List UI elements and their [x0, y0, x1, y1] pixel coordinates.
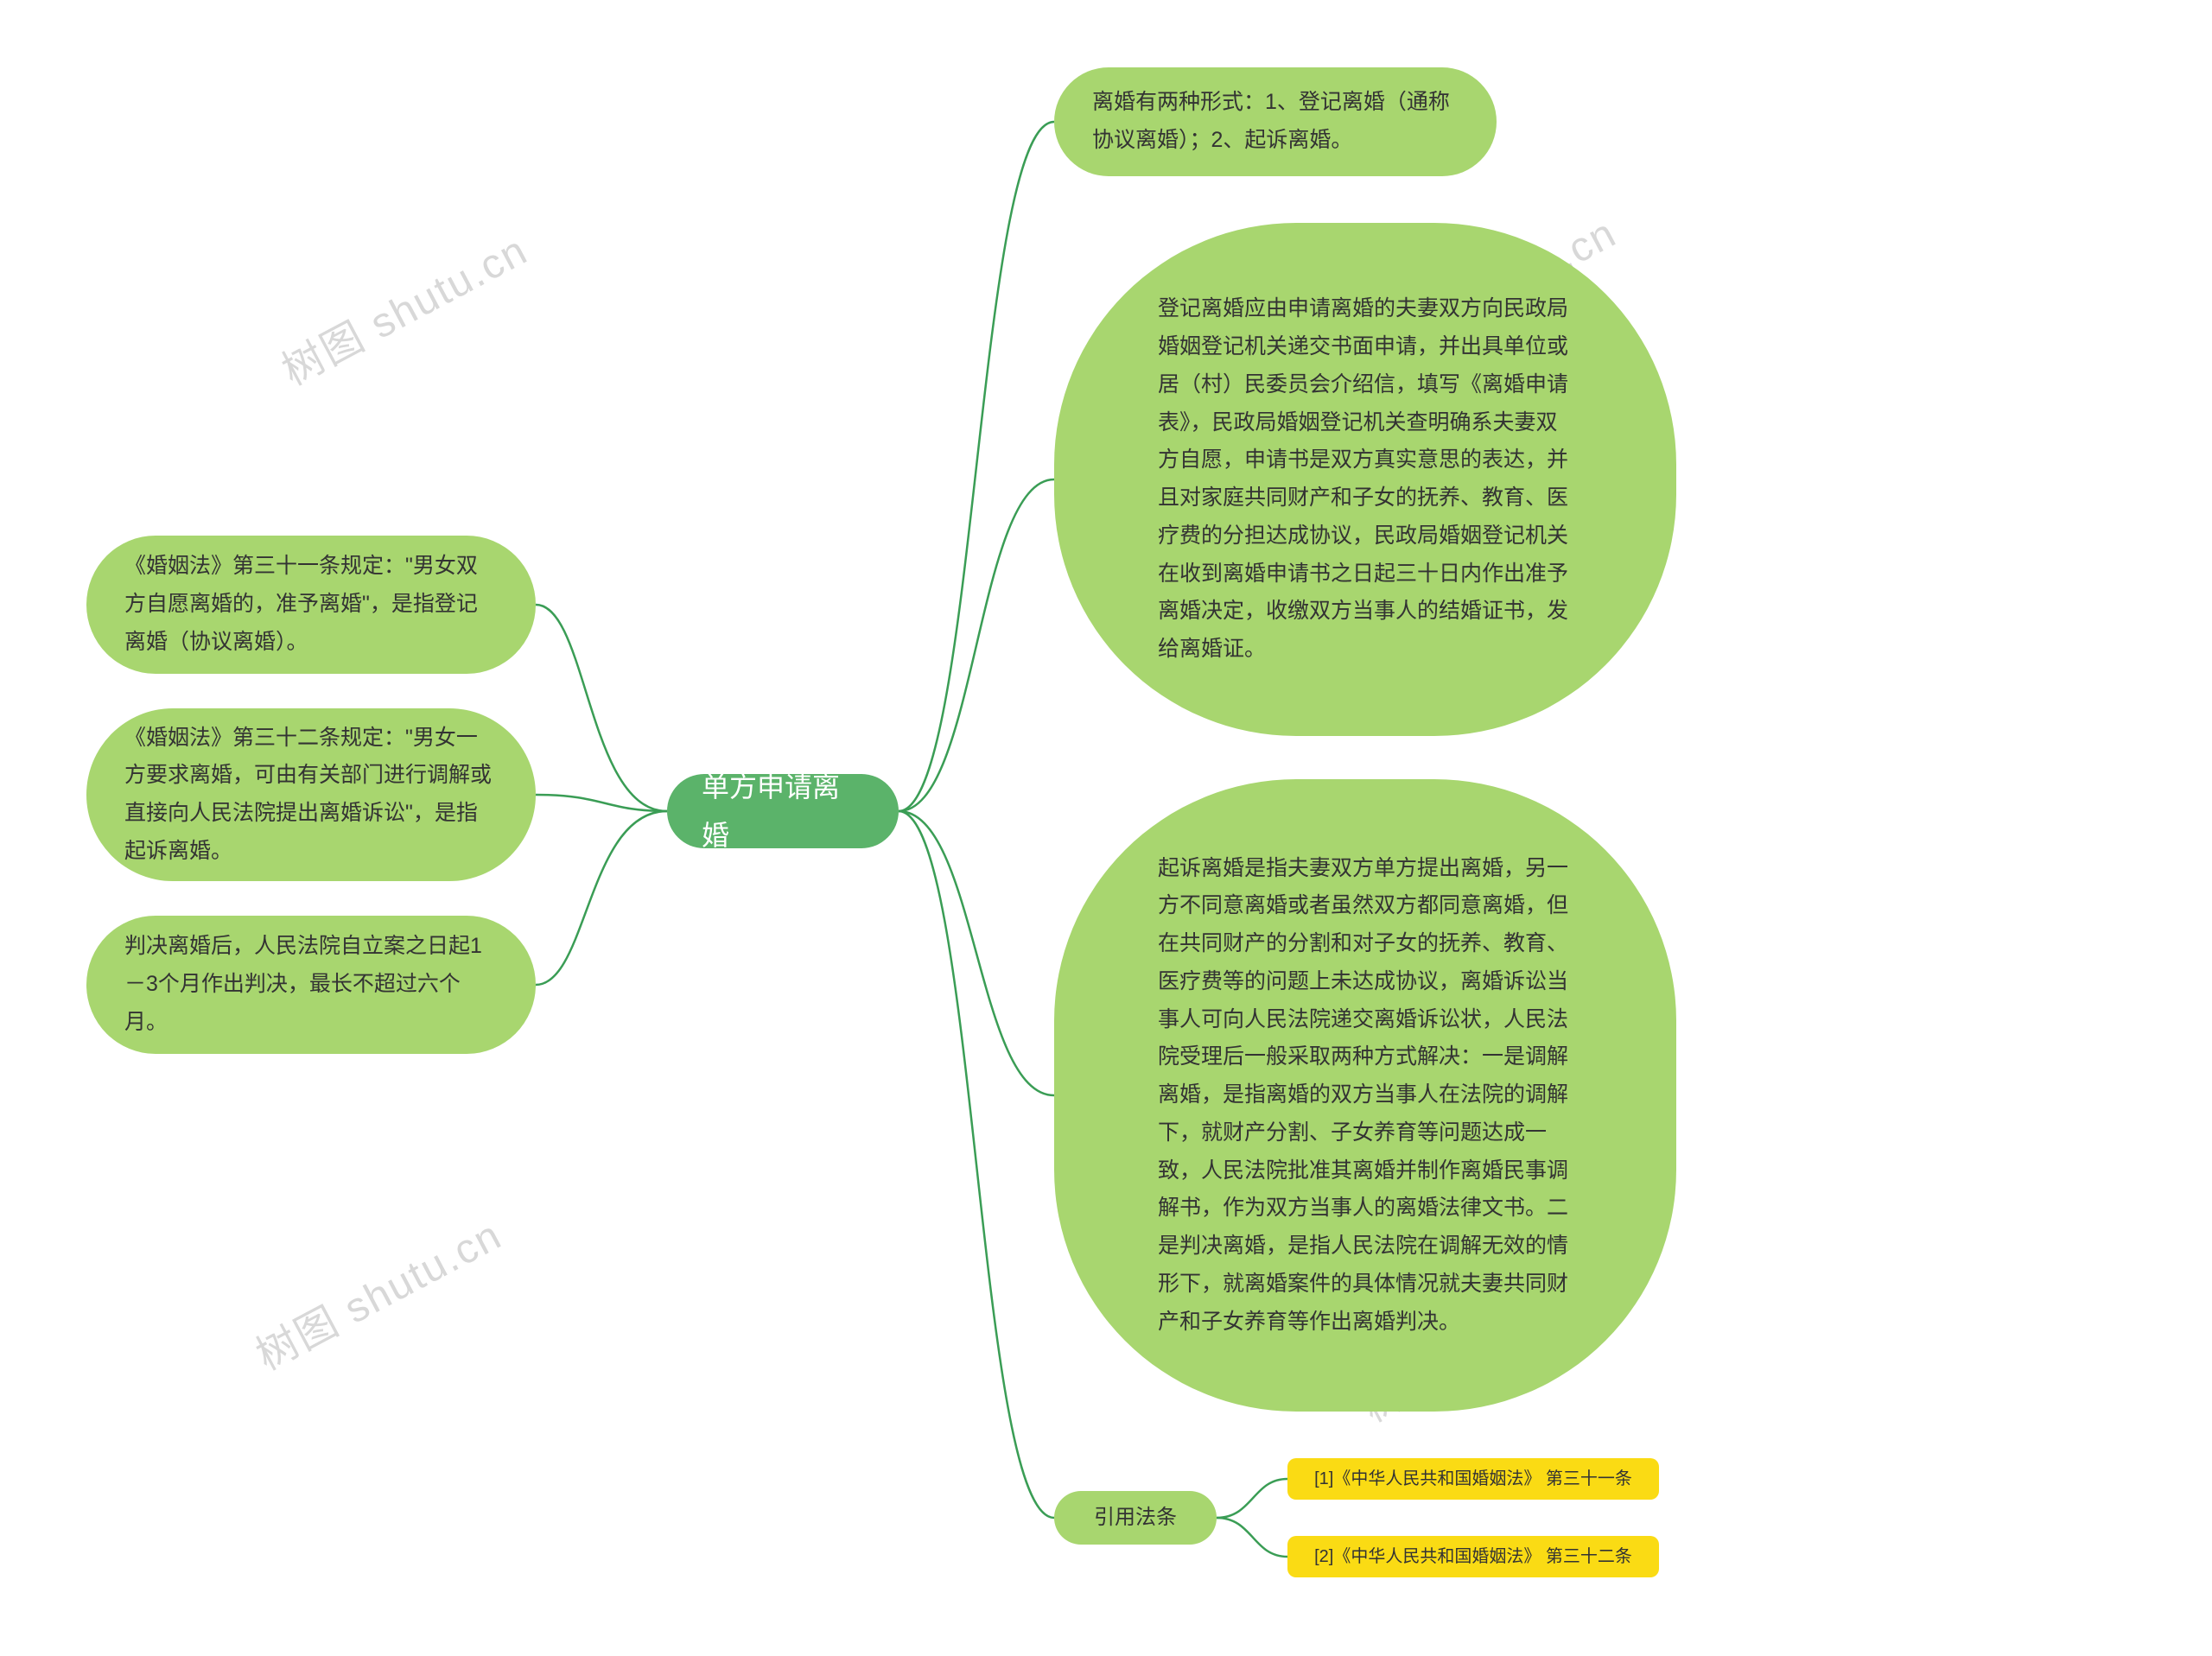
node-text: [2]《中华人民共和国婚姻法》 第三十二条: [1314, 1542, 1632, 1572]
edge: [536, 605, 667, 811]
edge: [899, 811, 1054, 1518]
edge: [899, 811, 1054, 1095]
edge: [1217, 1479, 1287, 1518]
citation-leaf-1[interactable]: [1]《中华人民共和国婚姻法》 第三十一条: [1287, 1458, 1659, 1500]
right-node-1[interactable]: 离婚有两种形式：1、登记离婚（通称协议离婚）；2、起诉离婚。: [1054, 67, 1497, 176]
watermark: 树图 shutu.cn: [244, 1202, 511, 1382]
center-label: 单方申请离婚: [702, 763, 864, 860]
left-node-1[interactable]: 《婚姻法》第三十一条规定："男女双方自愿离婚的，准予离婚"，是指登记离婚（协议离…: [86, 536, 536, 674]
citation-leaf-2[interactable]: [2]《中华人民共和国婚姻法》 第三十二条: [1287, 1536, 1659, 1577]
edge: [536, 811, 667, 985]
left-node-2[interactable]: 《婚姻法》第三十二条规定："男女一方要求离婚，可由有关部门进行调解或直接向人民法…: [86, 708, 536, 881]
right-node-2[interactable]: 登记离婚应由申请离婚的夫妻双方向民政局婚姻登记机关递交书面申请，并出具单位或居（…: [1054, 223, 1676, 736]
node-text: 引用法条: [1094, 1500, 1177, 1536]
node-text: 《婚姻法》第三十一条规定："男女双方自愿离婚的，准予离婚"，是指登记离婚（协议离…: [124, 548, 498, 661]
node-text: 起诉离婚是指夫妻双方单方提出离婚，另一方不同意离婚或者虽然双方都同意离婚，但在共…: [1158, 850, 1573, 1342]
edge: [1217, 1518, 1287, 1557]
node-text: 《婚姻法》第三十二条规定："男女一方要求离婚，可由有关部门进行调解或直接向人民法…: [124, 720, 498, 871]
right-node-3[interactable]: 起诉离婚是指夫妻双方单方提出离婚，另一方不同意离婚或者虽然双方都同意离婚，但在共…: [1054, 779, 1676, 1412]
left-node-3[interactable]: 判决离婚后，人民法院自立案之日起1－3个月作出判决，最长不超过六个月。: [86, 916, 536, 1054]
watermark: 树图 shutu.cn: [270, 217, 537, 397]
node-text: 判决离婚后，人民法院自立案之日起1－3个月作出判决，最长不超过六个月。: [124, 928, 498, 1041]
edge: [899, 122, 1054, 811]
right-node-4[interactable]: 引用法条: [1054, 1491, 1217, 1545]
edge: [536, 795, 667, 811]
center-node[interactable]: 单方申请离婚: [667, 774, 899, 848]
edge: [899, 479, 1054, 811]
node-text: 登记离婚应由申请离婚的夫妻双方向民政局婚姻登记机关递交书面申请，并出具单位或居（…: [1158, 290, 1573, 669]
node-text: 离婚有两种形式：1、登记离婚（通称协议离婚）；2、起诉离婚。: [1092, 84, 1459, 160]
node-text: [1]《中华人民共和国婚姻法》 第三十一条: [1314, 1464, 1632, 1494]
